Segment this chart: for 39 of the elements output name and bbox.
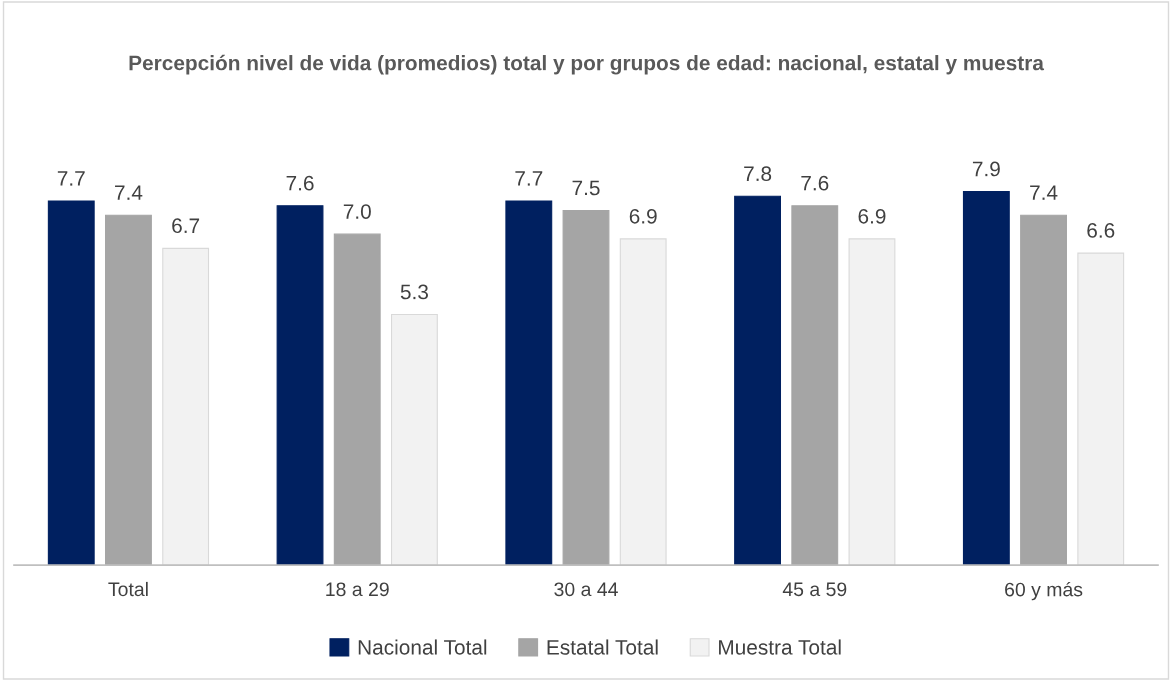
bar [105,214,152,566]
x-tick-label: 45 a 59 [782,582,847,597]
bar [505,200,553,566]
data-label: 6.9 [858,208,886,224]
x-tick-label: 60 y más [1005,581,1083,601]
data-label: 7.5 [572,180,600,196]
data-label: 6.7 [172,218,200,234]
bar [276,205,324,566]
data-label: 5.3 [400,284,428,300]
data-label: 7.8 [744,166,772,182]
chart-title: Percepción nivel de vida (promedios) total y por grupos de edad: nacional, estatal y muestra [129,54,1045,75]
data-label: 6.6 [1087,223,1115,238]
bar [390,314,438,566]
bar [734,195,782,566]
legend-label: Estatal Total [547,639,658,655]
x-tick-label: 30 a 44 [554,582,618,597]
data-label: 7.7 [57,171,85,186]
bar [333,233,381,566]
data-label: 7.6 [801,175,829,191]
bar [562,209,610,566]
bar [791,205,839,566]
x-tick-label: 18 a 29 [326,582,389,597]
x-tick-label: Total [108,581,148,597]
data-label: 7.4 [115,185,143,200]
bar [1020,214,1067,566]
legend-label: Nacional Total [358,639,487,655]
bar [619,238,667,566]
data-label: 7.4 [1030,185,1058,200]
data-label: 7.7 [515,171,543,186]
data-label: 7.6 [286,175,314,191]
bar [962,191,1010,566]
bar [162,247,210,566]
bar [1077,252,1125,566]
data-label: 6.9 [629,208,657,224]
data-label: 7.0 [343,204,371,219]
bar [848,238,896,566]
data-label: 7.9 [972,161,1000,177]
legend-label: Muestra Total [719,639,841,655]
bar [47,200,95,566]
